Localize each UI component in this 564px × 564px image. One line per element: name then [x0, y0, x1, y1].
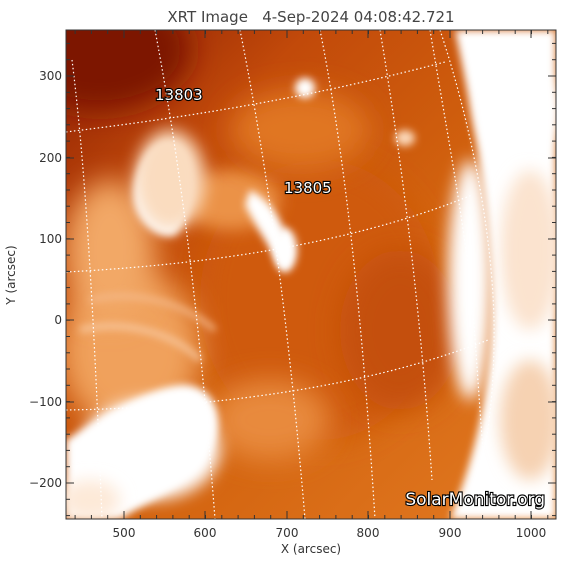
active-region-label: 13805 [284, 179, 332, 197]
y-tick-label: −100 [29, 395, 62, 409]
y-tick-label: −200 [29, 476, 62, 490]
solar-image [66, 30, 556, 519]
plot-title: XRT Image 4-Sep-2024 04:08:42.721 [167, 8, 454, 26]
heliographic-grid [66, 30, 495, 519]
x-tick-label: 600 [194, 526, 217, 540]
y-tick-label: 300 [39, 69, 62, 83]
y-axis-label: Y (arcsec) [4, 245, 18, 305]
active-region-label: 13803 [155, 86, 203, 104]
axis-minor-ticks [66, 30, 556, 519]
y-tick-label: 100 [39, 232, 62, 246]
x-axis-label: X (arcsec) [281, 542, 341, 556]
x-tick-label: 700 [276, 526, 299, 540]
x-tick-labels: 500 600 700 800 900 1000 [113, 526, 547, 540]
plot-frame [65, 29, 557, 520]
x-tick-label: 900 [439, 526, 462, 540]
y-tick-label: 200 [39, 151, 62, 165]
x-tick-label: 500 [113, 526, 136, 540]
x-tick-label: 1000 [516, 526, 547, 540]
y-tick-label: 0 [54, 313, 62, 327]
y-tick-labels: 300 200 100 0 −100 −200 [29, 69, 62, 490]
x-tick-label: 800 [357, 526, 380, 540]
watermark: SolarMonitor.org [405, 490, 545, 510]
